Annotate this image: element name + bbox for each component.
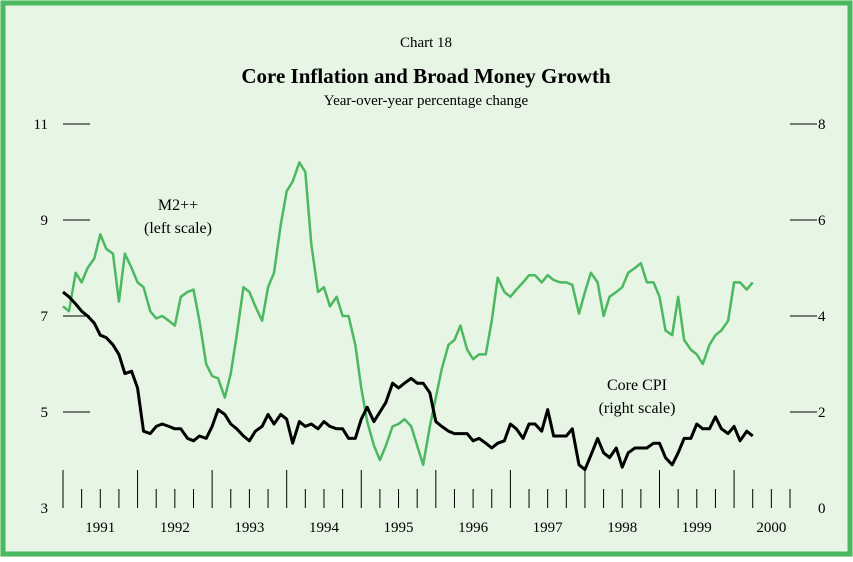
series-line (62, 161, 754, 467)
x-tick-label: 1995 (384, 520, 414, 536)
x-tick-label: 1994 (309, 520, 340, 536)
y2-tick-label: 8 (818, 117, 826, 133)
x-tick-label: 1991 (85, 520, 115, 536)
y-tick-label: 9 (41, 213, 49, 229)
annotation: Core CPI (607, 377, 667, 394)
x-tick-label: 1993 (234, 520, 264, 536)
chart-title: Core Inflation and Broad Money Growth (241, 64, 611, 88)
x-tick-label: 2000 (756, 520, 786, 536)
y2-tick-label: 0 (818, 501, 826, 517)
x-tick-label: 1997 (533, 520, 564, 536)
x-tick-label: 1996 (458, 520, 489, 536)
y-tick-label: 11 (34, 117, 48, 133)
y-tick-label: 5 (41, 405, 49, 421)
y-tick-label: 7 (41, 309, 49, 325)
annotation: M2++ (158, 197, 198, 214)
y2-tick-label: 6 (818, 213, 826, 229)
annotation: (left scale) (144, 220, 212, 237)
series-line (62, 290, 754, 472)
annotation: (right scale) (599, 400, 676, 417)
y2-tick-label: 4 (818, 309, 826, 325)
chart-subtitle: Year-over-year percentage change (324, 93, 529, 109)
x-tick-label: 1999 (682, 520, 712, 536)
x-tick-label: 1992 (160, 520, 190, 536)
chart-label: Chart 18 (400, 35, 452, 51)
x-tick-label: 1998 (607, 520, 637, 536)
y-tick-label: 3 (41, 501, 49, 517)
y2-tick-label: 2 (818, 405, 826, 421)
